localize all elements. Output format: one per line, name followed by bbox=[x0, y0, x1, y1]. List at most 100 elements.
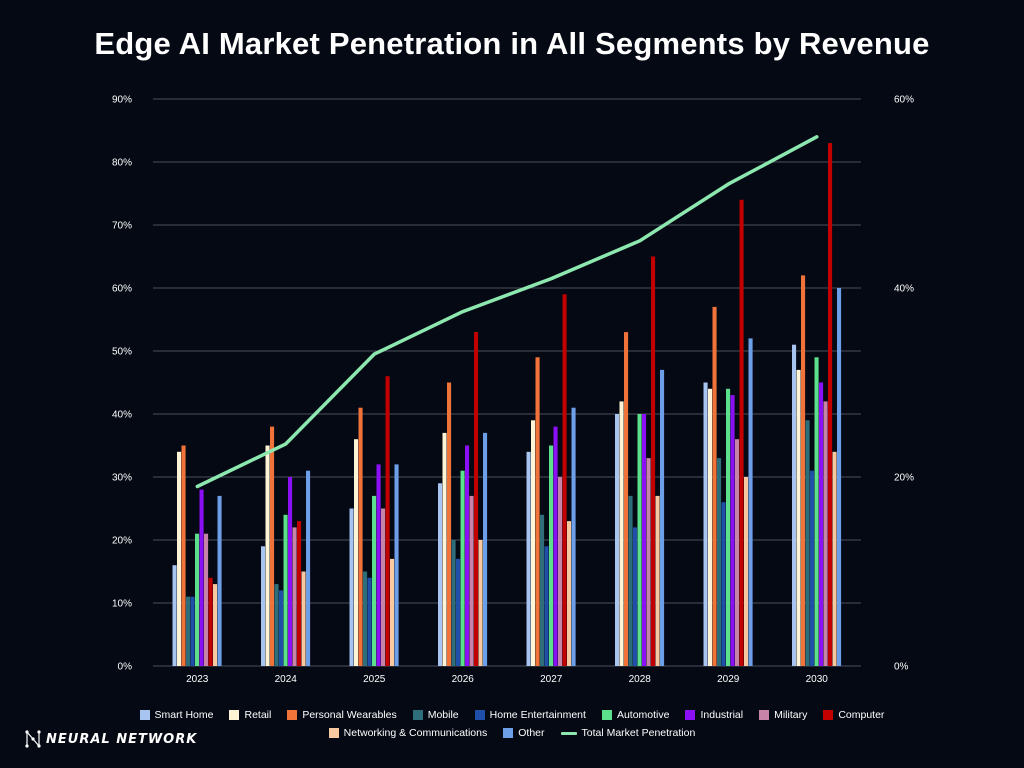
bar bbox=[660, 369, 665, 666]
bar bbox=[177, 451, 182, 666]
bar bbox=[465, 445, 470, 666]
bar bbox=[195, 533, 200, 666]
legend-swatch bbox=[685, 710, 696, 720]
legend-item: Personal Wearables bbox=[287, 709, 397, 721]
bar bbox=[712, 306, 717, 666]
bar bbox=[810, 470, 815, 666]
bar bbox=[744, 477, 749, 666]
legend-swatch bbox=[474, 710, 485, 720]
bar bbox=[526, 451, 531, 666]
bar bbox=[615, 414, 620, 666]
bar bbox=[801, 275, 806, 666]
legend-label: Other bbox=[518, 727, 545, 739]
y-right-tick-label: 60% bbox=[894, 95, 914, 106]
bar bbox=[190, 596, 195, 666]
x-tick-label: 2030 bbox=[806, 674, 829, 685]
bar bbox=[655, 495, 660, 666]
bar bbox=[208, 577, 213, 666]
bar bbox=[186, 596, 191, 666]
bar bbox=[204, 533, 209, 666]
bar bbox=[828, 143, 833, 667]
legend-label: Retail bbox=[244, 709, 272, 721]
legend-swatch bbox=[328, 728, 339, 738]
x-tick-label: 2029 bbox=[717, 674, 740, 685]
bar bbox=[217, 495, 222, 666]
bar bbox=[451, 540, 456, 666]
bar bbox=[651, 256, 656, 666]
bar bbox=[703, 382, 708, 666]
bar bbox=[279, 590, 284, 666]
bar bbox=[633, 527, 638, 666]
legend-label: Mobile bbox=[427, 709, 459, 721]
bar bbox=[181, 445, 186, 666]
x-tick-label: 2028 bbox=[629, 674, 652, 685]
bar bbox=[814, 357, 819, 666]
chart-legend: Smart Home Retail Personal Wearables Mobile… bbox=[0, 706, 1024, 742]
legend-swatch bbox=[560, 731, 577, 735]
legend-item: Retail bbox=[229, 709, 271, 721]
legend-row: Networking & Communications Other Total Ma… bbox=[0, 724, 1024, 742]
legend-item: Home Entertainment bbox=[474, 709, 586, 721]
bar bbox=[562, 294, 567, 666]
x-tick-label: 2027 bbox=[540, 674, 563, 685]
y-right-tick-label: 0% bbox=[894, 662, 909, 673]
bar bbox=[213, 584, 218, 666]
bar bbox=[796, 369, 801, 666]
bar bbox=[438, 483, 443, 666]
bar bbox=[558, 477, 563, 666]
legend-item: Total Market Penetration bbox=[560, 727, 696, 739]
legend-item: Mobile bbox=[412, 709, 459, 721]
bar bbox=[571, 407, 576, 666]
y-left-tick-label: 10% bbox=[112, 599, 132, 610]
bar bbox=[531, 420, 536, 666]
legend-label: Automotive bbox=[616, 709, 670, 721]
y-right-tick-label: 40% bbox=[894, 284, 914, 295]
legend-item: Other bbox=[503, 727, 545, 739]
y-left-tick-label: 20% bbox=[112, 536, 132, 547]
legend-swatch bbox=[503, 728, 514, 738]
legend-row: Smart Home Retail Personal Wearables Mobile… bbox=[0, 706, 1024, 724]
bar bbox=[637, 414, 642, 666]
bar bbox=[172, 565, 177, 666]
x-tick-label: 2025 bbox=[363, 674, 386, 685]
legend-label: Industrial bbox=[700, 709, 744, 721]
bar bbox=[748, 338, 753, 666]
chart-title: Edge AI Market Penetration in All Segmen… bbox=[94, 26, 930, 61]
legend-swatch bbox=[229, 710, 240, 720]
bar bbox=[390, 558, 395, 666]
legend-label: Computer bbox=[838, 709, 885, 721]
bar bbox=[385, 376, 390, 666]
bar bbox=[283, 514, 288, 666]
bar bbox=[553, 426, 558, 666]
legend-label: Smart Home bbox=[154, 709, 214, 721]
y-left-tick-label: 80% bbox=[112, 158, 132, 169]
legend-swatch bbox=[139, 710, 150, 720]
logo-text: NEURAL NETWORK bbox=[46, 731, 198, 747]
bar bbox=[478, 540, 483, 666]
neural-network-logo-icon bbox=[25, 730, 41, 748]
legend-item: Smart Home bbox=[139, 709, 214, 721]
bar bbox=[274, 584, 279, 666]
bar bbox=[297, 521, 302, 666]
legend-item: Automotive bbox=[601, 709, 670, 721]
bar bbox=[354, 439, 359, 666]
bar bbox=[805, 420, 810, 666]
bar bbox=[823, 401, 828, 666]
x-tick-label: 2026 bbox=[452, 674, 475, 685]
bar bbox=[792, 344, 797, 666]
legend-swatch bbox=[287, 710, 298, 720]
bar bbox=[832, 451, 837, 666]
y-left-tick-label: 30% bbox=[112, 473, 132, 484]
bar bbox=[288, 477, 293, 666]
bar bbox=[837, 288, 842, 666]
bar bbox=[367, 577, 372, 666]
bar bbox=[483, 432, 488, 666]
bar bbox=[646, 458, 651, 666]
bar bbox=[394, 464, 399, 666]
legend-label: Total Market Penetration bbox=[581, 727, 696, 739]
y-left-tick-label: 70% bbox=[112, 221, 132, 232]
bar bbox=[442, 432, 447, 666]
legend-swatch bbox=[601, 710, 612, 720]
bar bbox=[301, 571, 306, 666]
